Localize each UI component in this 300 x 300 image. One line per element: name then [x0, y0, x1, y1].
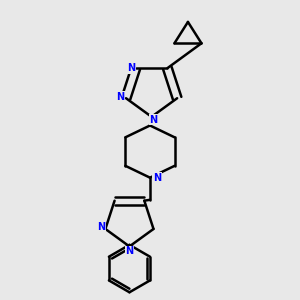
Text: N: N: [149, 115, 157, 125]
Text: N: N: [98, 222, 106, 233]
Text: N: N: [116, 92, 124, 102]
Text: N: N: [127, 63, 135, 73]
Text: N: N: [125, 246, 134, 256]
Text: N: N: [153, 173, 161, 183]
